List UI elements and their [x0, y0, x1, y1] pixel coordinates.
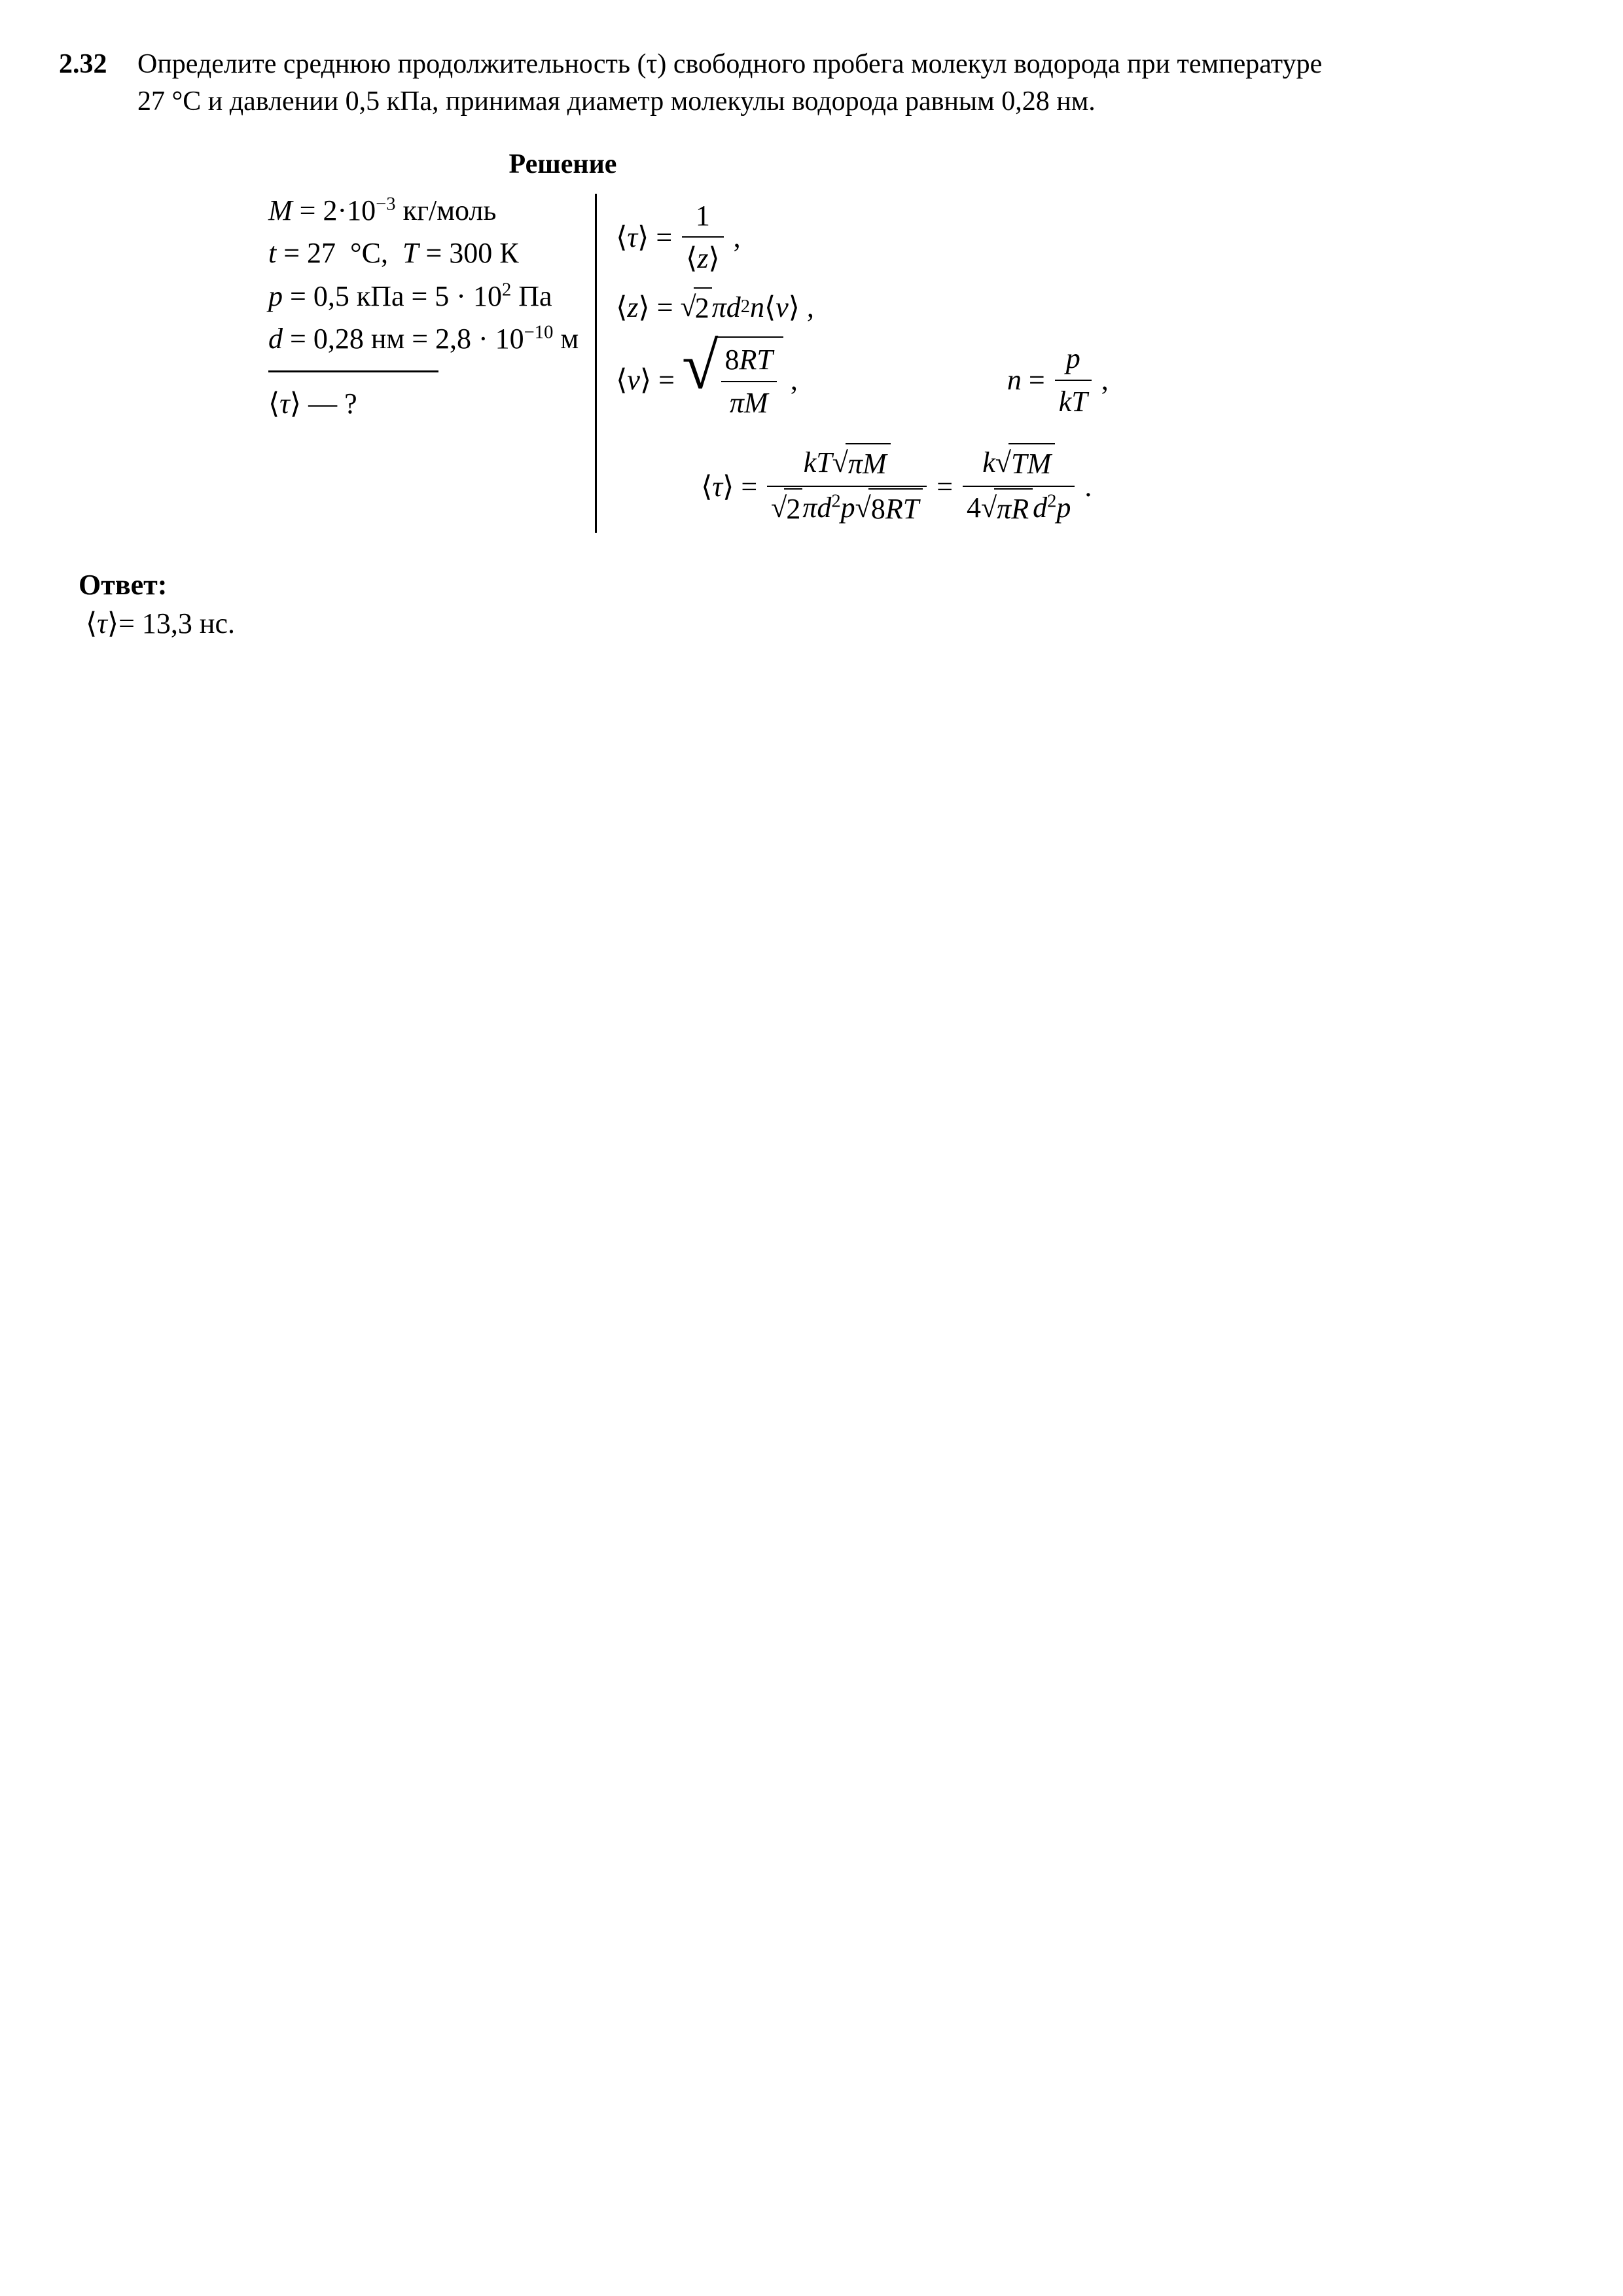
given-M: M = 2·10−3 кг/моль [268, 191, 579, 230]
given-d: d = 0,28 нм = 2,8 · 10−10 м [268, 319, 579, 358]
problem-line1: Определите среднюю продолжительность (τ)… [137, 49, 1322, 79]
problem-text: Определите среднюю продолжительность (τ)… [137, 46, 1584, 120]
formula-n: n = p kT , [1007, 339, 1109, 421]
given-column: M = 2·10−3 кг/моль t = 27 °C, T = 300 К … [268, 187, 595, 539]
solution-heading: Решение [268, 146, 857, 183]
given-p: p = 0,5 кПа = 5 · 102 Па [268, 277, 579, 315]
answer-value: ⟨τ⟩ = 13,3 нс. [79, 604, 235, 643]
problem-line2: 27 °C и давлении 0,5 кПа, принимая диаме… [137, 86, 1096, 117]
vertical-separator [595, 194, 597, 533]
problem-number: 2.32 [59, 46, 118, 83]
given-t: t = 27 °C, T = 300 К [268, 234, 579, 272]
answer-block: Ответ: ⟨τ⟩ = 13,3 нс. [79, 565, 1584, 643]
given-divider [268, 370, 438, 372]
solution-layout: M = 2·10−3 кг/моль t = 27 °C, T = 300 К … [268, 187, 1584, 539]
formula-tau: ⟨τ⟩ = 1 ⟨z⟩ , [616, 196, 1108, 278]
answer-label: Ответ: [79, 569, 167, 601]
page: 2.32 Определите среднюю продолжительност… [0, 0, 1623, 2296]
given-ask: ⟨τ⟩ — ? [268, 384, 579, 423]
formula-z: ⟨z⟩ = √2 πd2n⟨v⟩ , [616, 287, 1108, 327]
problem-block: 2.32 Определите среднюю продолжительност… [59, 46, 1584, 120]
formula-v-n: ⟨v⟩ = √ 8RT πM , n = [616, 336, 1108, 423]
formula-final: ⟨τ⟩ = kT√πM √2πd2p√8RT = k√TM [701, 443, 1108, 530]
formula-column: ⟨τ⟩ = 1 ⟨z⟩ , ⟨z⟩ = √2 πd2n⟨v⟩ , [599, 187, 1108, 539]
formula-v: ⟨v⟩ = √ 8RT πM , [616, 336, 798, 423]
